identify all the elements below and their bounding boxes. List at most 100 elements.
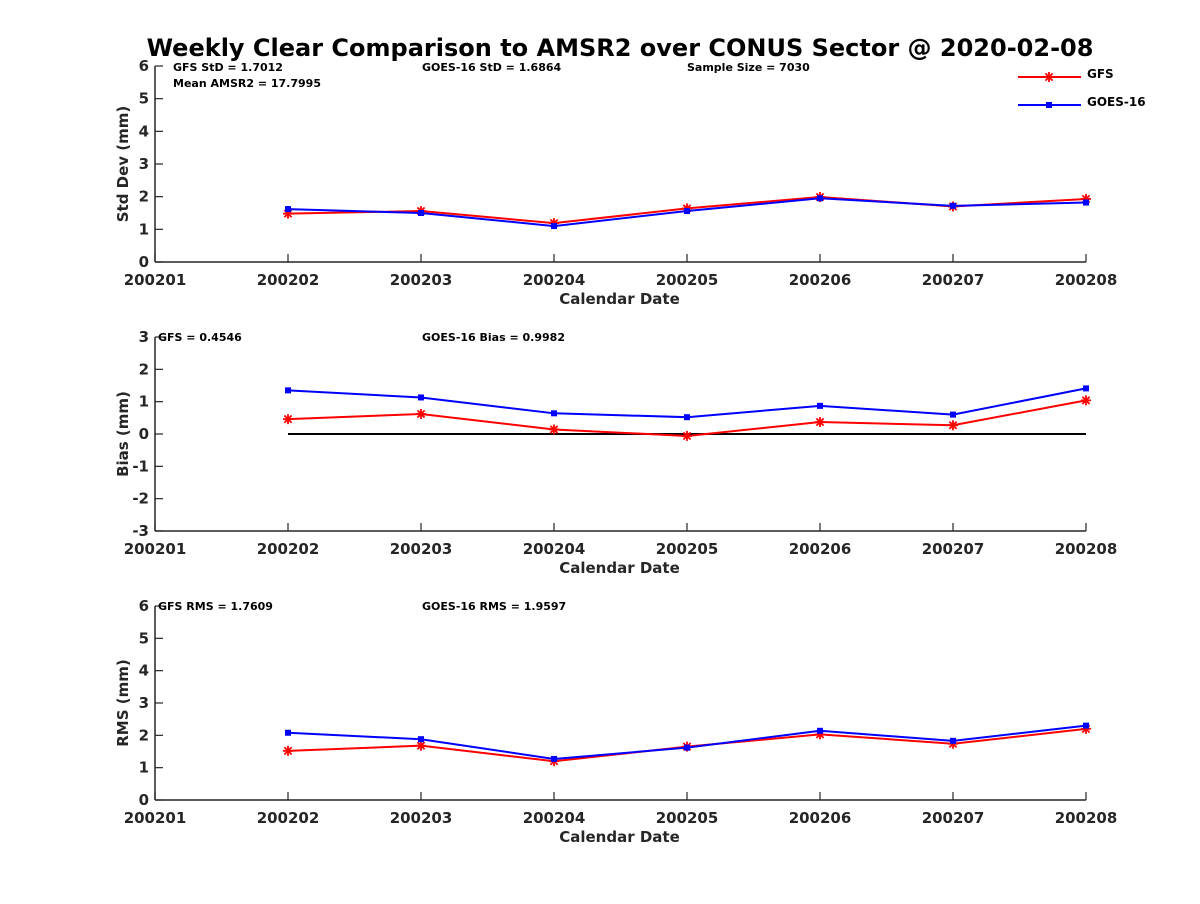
stat-annotation: GOES-16 RMS = 1.9597 <box>422 600 566 613</box>
stat-annotation: Mean AMSR2 = 17.7995 <box>173 77 321 90</box>
data-point <box>551 410 557 417</box>
data-point <box>815 417 825 428</box>
stat-annotation: GOES-16 StD = 1.6864 <box>422 61 562 74</box>
y-axis-label: Std Dev (mm) <box>114 106 132 223</box>
x-tick-label: 200201 <box>124 809 187 827</box>
data-point <box>283 745 293 756</box>
x-tick-label: 200202 <box>257 271 320 289</box>
stat-annotation: GFS RMS = 1.7609 <box>158 600 273 613</box>
data-point <box>549 424 559 435</box>
data-point <box>817 727 823 734</box>
chart-title: Weekly Clear Comparison to AMSR2 over CO… <box>147 34 1094 62</box>
y-tick-label: 3 <box>139 694 149 712</box>
data-point <box>950 411 956 418</box>
y-tick-label: 6 <box>139 57 149 75</box>
x-tick-label: 200208 <box>1055 540 1118 558</box>
panel-3: 200201 200202 200203 200204 200205 200206 2002… <box>114 597 1117 846</box>
y-tick-label: -1 <box>132 457 149 475</box>
data-point <box>1083 199 1089 206</box>
data-point <box>684 208 690 215</box>
stat-annotation: GFS = 0.4546 <box>158 331 242 344</box>
legend-label: GFS <box>1087 67 1114 81</box>
data-point <box>285 206 291 213</box>
y-tick-label: 2 <box>139 726 149 744</box>
x-axis-label: Calendar Date <box>559 828 680 846</box>
x-tick-label: 200204 <box>523 540 586 558</box>
y-tick-label: 2 <box>139 360 149 378</box>
data-point <box>1083 722 1089 729</box>
legend: GFS GOES-16 <box>1018 67 1146 109</box>
x-tick-label: 200205 <box>656 271 719 289</box>
y-axis-label: RMS (mm) <box>114 659 132 746</box>
x-tick-label: 200207 <box>922 271 985 289</box>
data-point <box>684 414 690 421</box>
data-point <box>418 394 424 401</box>
y-tick-label: 4 <box>139 122 149 140</box>
y-tick-label: 1 <box>139 759 149 777</box>
series-goes-16 <box>285 722 1089 762</box>
data-point <box>684 744 690 751</box>
x-tick-label: 200208 <box>1055 271 1118 289</box>
data-point <box>418 210 424 216</box>
y-axis-label: Bias (mm) <box>114 391 132 477</box>
panel-2: 200201 200202 200203 200204 200205 200206 2002… <box>114 328 1117 577</box>
y-tick-label: 1 <box>139 393 149 411</box>
data-point <box>416 408 426 419</box>
data-point <box>817 402 823 409</box>
data-point <box>1081 395 1091 406</box>
x-tick-label: 200202 <box>257 540 320 558</box>
x-axis-label: Calendar Date <box>559 290 680 308</box>
y-tick-label: 4 <box>139 662 149 680</box>
legend-marker <box>1046 102 1052 108</box>
y-tick-label: -3 <box>132 522 149 540</box>
data-point <box>948 420 958 431</box>
stat-annotation: GFS StD = 1.7012 <box>173 61 283 74</box>
series-gfs <box>283 395 1091 441</box>
x-tick-label: 200201 <box>124 540 187 558</box>
data-point <box>416 740 426 751</box>
x-tick-label: 200203 <box>390 540 453 558</box>
x-tick-label: 200201 <box>124 271 187 289</box>
data-point <box>817 195 823 202</box>
stat-annotation: GOES-16 Bias = 0.9982 <box>422 331 565 344</box>
data-point <box>285 387 291 394</box>
x-axis-label: Calendar Date <box>559 559 680 577</box>
x-tick-label: 200205 <box>656 540 719 558</box>
y-tick-label: 0 <box>139 253 149 271</box>
x-tick-label: 200202 <box>257 809 320 827</box>
data-point <box>551 223 557 230</box>
x-tick-label: 200203 <box>390 271 453 289</box>
y-tick-label: 0 <box>139 425 149 443</box>
data-point <box>950 737 956 744</box>
x-tick-label: 200204 <box>523 271 586 289</box>
data-point <box>950 202 956 209</box>
x-tick-label: 200207 <box>922 540 985 558</box>
x-tick-label: 200207 <box>922 809 985 827</box>
data-point <box>285 729 291 736</box>
y-tick-label: 3 <box>139 328 149 346</box>
y-tick-label: 0 <box>139 791 149 809</box>
data-point <box>283 414 293 425</box>
y-tick-label: 5 <box>139 90 149 108</box>
y-tick-label: 6 <box>139 597 149 615</box>
y-tick-label: 5 <box>139 629 149 647</box>
y-tick-label: 3 <box>139 155 149 173</box>
x-tick-label: 200204 <box>523 809 586 827</box>
stat-annotation: Sample Size = 7030 <box>687 61 810 74</box>
y-tick-label: -2 <box>132 490 149 508</box>
x-tick-label: 200206 <box>789 271 852 289</box>
panel-1: 200201 200202 200203 200204 200205 200206 2002… <box>114 57 1117 308</box>
x-tick-label: 200208 <box>1055 809 1118 827</box>
x-tick-label: 200206 <box>789 540 852 558</box>
x-tick-label: 200206 <box>789 809 852 827</box>
legend-item-gfs: GFS <box>1018 67 1114 82</box>
panels: 200201 200202 200203 200204 200205 200206 2002… <box>114 57 1117 846</box>
y-tick-label: 1 <box>139 220 149 238</box>
series-line <box>287 387 1087 419</box>
legend-label: GOES-16 <box>1087 95 1146 109</box>
data-point <box>418 736 424 743</box>
x-tick-label: 200205 <box>656 809 719 827</box>
legend-marker <box>1044 72 1054 82</box>
